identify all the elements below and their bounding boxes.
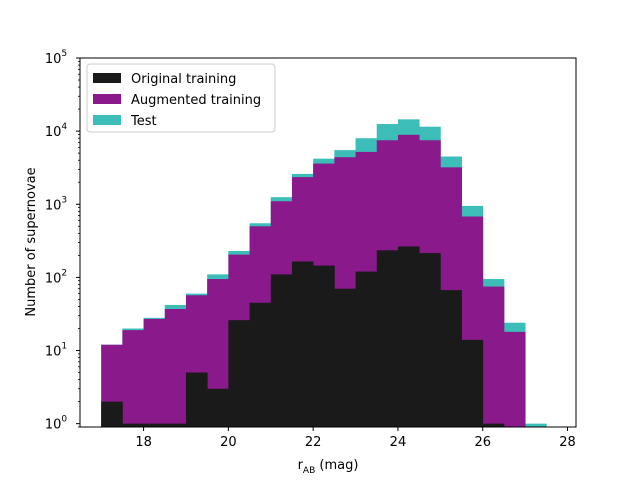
bar-augmented-training bbox=[122, 330, 144, 427]
x-axis: 18 20 22 24 26 28 bbox=[135, 427, 576, 450]
legend-swatch-augmented-training bbox=[93, 94, 121, 104]
x-tick-label: 28 bbox=[559, 435, 576, 450]
bar-original-training bbox=[122, 423, 144, 427]
legend-label-augmented-training: Augmented training bbox=[131, 93, 261, 108]
legend-label-original-training: Original training bbox=[131, 72, 236, 87]
bar-original-training bbox=[482, 423, 505, 427]
x-axis-label: rAB (mag) bbox=[298, 458, 359, 476]
x-tick-label: 20 bbox=[220, 435, 237, 450]
legend-box bbox=[86, 63, 276, 133]
bar-original-training bbox=[143, 423, 166, 427]
bar-augmented-training bbox=[482, 286, 505, 427]
bar-original-training bbox=[207, 388, 229, 427]
bar-augmented-training bbox=[143, 318, 166, 427]
bars-layer bbox=[101, 119, 547, 428]
y-axis-label: Number of supernovae bbox=[24, 167, 39, 316]
bar-test bbox=[525, 423, 547, 427]
bar-original-training bbox=[461, 339, 484, 427]
x-tick-label: 26 bbox=[474, 435, 491, 450]
legend-swatch-original-training bbox=[93, 73, 121, 83]
bar-original-training bbox=[419, 253, 441, 427]
bar-original-training bbox=[270, 274, 293, 427]
series-original-training bbox=[101, 246, 505, 427]
bar-original-training bbox=[101, 401, 123, 427]
bar-original-training bbox=[440, 290, 462, 427]
legend-swatch-test bbox=[93, 115, 121, 125]
bar-original-training bbox=[249, 302, 272, 427]
bar-original-training bbox=[397, 246, 420, 427]
bar-original-training bbox=[164, 423, 187, 427]
bar-augmented-training bbox=[164, 308, 187, 427]
bar-original-training bbox=[334, 288, 356, 427]
bar-original-training bbox=[185, 372, 208, 427]
legend-label-test: Test bbox=[130, 114, 157, 129]
y-tick-label: 104 bbox=[45, 122, 68, 140]
bar-original-training bbox=[291, 261, 314, 427]
legend: Original training Augmented training Test bbox=[86, 63, 276, 133]
y-tick-label: 102 bbox=[45, 268, 67, 286]
x-tick-label: 22 bbox=[305, 435, 322, 450]
bar-augmented-training bbox=[503, 331, 526, 427]
bar-original-training bbox=[313, 265, 335, 427]
x-tick-label: 24 bbox=[390, 435, 407, 450]
y-axis: 100 101 102 103 104 105 bbox=[45, 49, 80, 433]
bar-original-training bbox=[355, 271, 378, 427]
bar-original-training bbox=[376, 250, 399, 427]
y-tick-label: 105 bbox=[45, 49, 67, 67]
y-tick-label: 100 bbox=[45, 415, 68, 433]
bar-original-training bbox=[228, 320, 250, 427]
y-tick-label: 103 bbox=[45, 195, 67, 213]
x-tick-label: 18 bbox=[135, 435, 152, 450]
y-tick-label: 101 bbox=[45, 342, 67, 360]
